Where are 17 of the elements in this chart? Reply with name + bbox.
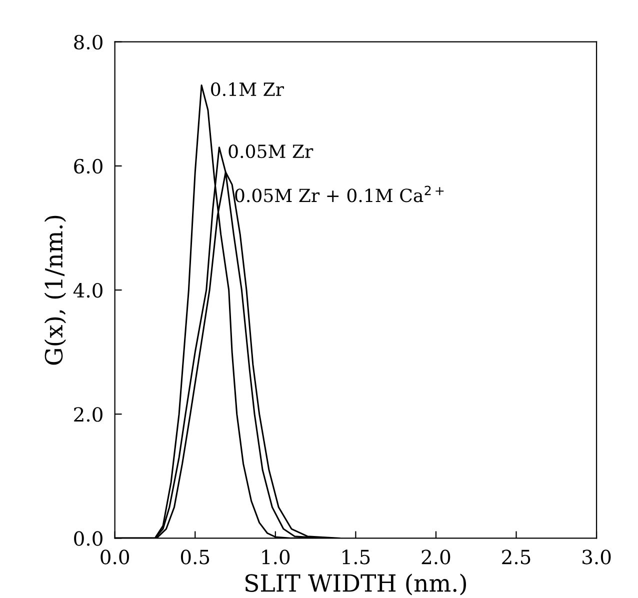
annotation: 0.05M Zr (228, 144, 314, 158)
x-tick-label: 1.0 (262, 550, 290, 564)
x-tick-label: 2.0 (422, 550, 450, 564)
y-tick-label: 4.0 (73, 282, 102, 298)
x-tick-label: 3.0 (582, 550, 611, 564)
x-tick-label: 0.0 (100, 550, 130, 564)
y-axis-title: G(x), (1/nm.) (44, 216, 66, 365)
y-tick-label: 6.0 (74, 158, 102, 174)
x-tick-label: 1.5 (342, 550, 370, 564)
x-tick-label: 2.5 (502, 550, 530, 564)
annotation: 0.05M Zr + 0.1M Ca$^{2+}$ (235, 186, 444, 202)
annotation: 0.1M Zr (211, 82, 284, 96)
x-axis-title: SLIT WIDTH (nm.) (246, 574, 466, 596)
x-tick-label: 0.5 (180, 550, 210, 564)
y-tick-label: 0.0 (74, 531, 102, 546)
y-tick-label: 8.0 (74, 34, 102, 50)
y-tick-label: 2.0 (74, 407, 102, 422)
